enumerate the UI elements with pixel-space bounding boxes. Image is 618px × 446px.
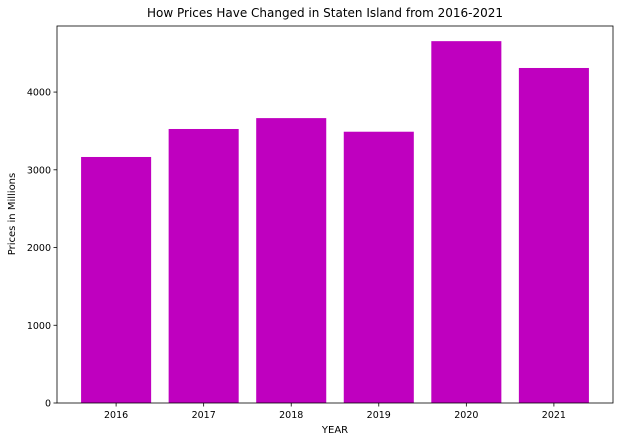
x-tick-label: 2017 — [192, 410, 216, 421]
bar-2021 — [518, 67, 589, 403]
y-tick-label: 1000 — [27, 321, 51, 332]
y-tick-label: 4000 — [27, 88, 51, 99]
x-tick-label: 2016 — [104, 410, 128, 421]
y-tick-label: 0 — [45, 399, 51, 410]
x-tick-label: 2020 — [454, 410, 478, 421]
x-axis-ticks: 2016 2017 2018 2019 2020 2021 — [104, 403, 566, 421]
bar-2019 — [343, 131, 414, 403]
bar-2020 — [431, 41, 502, 403]
bar-2016 — [81, 156, 152, 403]
x-axis-label: YEAR — [321, 425, 348, 436]
x-tick-label: 2018 — [279, 410, 303, 421]
x-tick-label: 2021 — [542, 410, 566, 421]
x-tick-label: 2019 — [367, 410, 391, 421]
chart-title: How Prices Have Changed in Staten Island… — [147, 6, 503, 20]
bar-2018 — [256, 118, 327, 404]
bars-group — [81, 41, 589, 404]
y-axis-ticks: 0 1000 2000 3000 4000 — [27, 88, 57, 410]
y-axis-label: Prices in Millions — [7, 173, 18, 256]
y-tick-label: 3000 — [27, 165, 51, 176]
plot-frame — [56, 25, 614, 404]
bar-2017 — [168, 128, 239, 404]
y-tick-label: 2000 — [27, 243, 51, 254]
